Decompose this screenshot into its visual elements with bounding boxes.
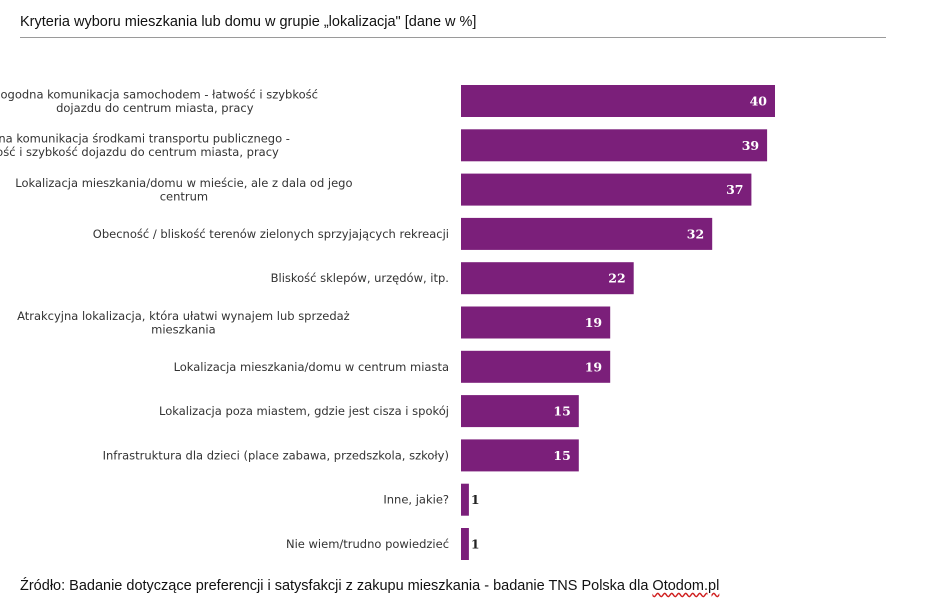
bar-1 — [461, 85, 775, 117]
bar-3 — [461, 173, 752, 206]
bar-2 — [461, 129, 768, 162]
value-label-1: 40 — [750, 94, 768, 109]
value-label-10: 1 — [471, 492, 480, 507]
title-divider — [20, 37, 886, 38]
bars: Dogodna komunikacja samochodem - łatwość… — [0, 85, 775, 560]
category-label-5: Bliskość sklepów, urzędów, itp. — [271, 271, 449, 285]
source-link[interactable]: Otodom.pl — [652, 578, 720, 594]
category-label-10: Inne, jakie? — [383, 493, 449, 507]
value-label-6: 19 — [585, 315, 602, 330]
category-label-3: Lokalizacja mieszkania/domu w mieście, a… — [15, 176, 352, 204]
bar-11 — [461, 528, 469, 560]
value-label-4: 32 — [687, 226, 704, 241]
chart-title: Kryteria wyboru mieszkania lub domu w gr… — [20, 14, 477, 30]
bar-6 — [461, 306, 611, 339]
category-label-1: Dogodna komunikacja samochodem - łatwość… — [0, 87, 318, 115]
bar-7 — [461, 350, 611, 383]
category-label-6: Atrakcyjna lokalizacja, która ułatwi wyn… — [17, 309, 350, 337]
category-label-4: Obecność / bliskość terenów zielonych sp… — [93, 227, 449, 241]
value-label-3: 37 — [726, 182, 743, 197]
value-label-9: 15 — [553, 448, 570, 463]
bar-5 — [461, 262, 634, 295]
category-label-7: Lokalizacja mieszkania/domu w centrum mi… — [174, 360, 449, 374]
category-label-8: Lokalizacja poza miastem, gdzie jest cis… — [159, 404, 449, 418]
bar-8 — [461, 395, 579, 428]
bar-10 — [461, 483, 469, 516]
value-label-2: 39 — [742, 138, 759, 153]
category-label-9: Infrastruktura dla dzieci (place zabawa,… — [103, 448, 449, 462]
value-label-8: 15 — [553, 404, 570, 419]
bar-4 — [461, 217, 713, 250]
category-label-11: Nie wiem/trudno powiedzieć — [286, 537, 449, 551]
source-note: Źródło: Badanie dotyczące preferencji i … — [20, 578, 719, 594]
source-text: Źródło: Badanie dotyczące preferencji i … — [20, 578, 653, 594]
value-label-7: 19 — [585, 359, 602, 374]
value-label-11: 1 — [471, 537, 480, 552]
bar-9 — [461, 439, 579, 472]
value-label-5: 22 — [608, 271, 625, 286]
category-label-2: Dogodna komunikacja środkami transportu … — [0, 132, 290, 160]
